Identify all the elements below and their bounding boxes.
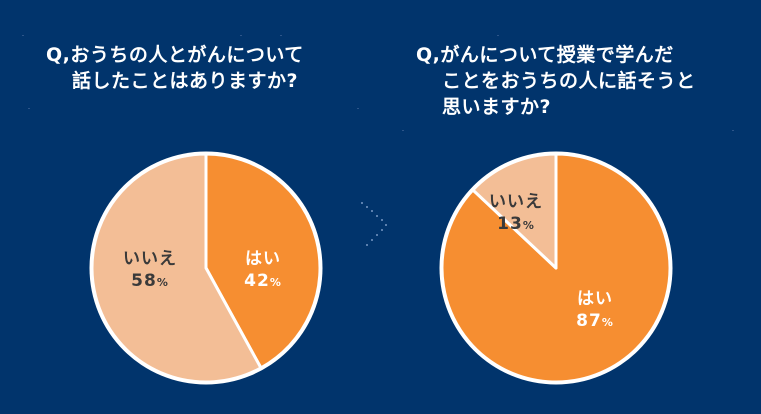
pie-2-label-no: いいえ 13% (478, 191, 554, 237)
pie-chart-1 (89, 151, 323, 385)
question-1-line-1: Q,おうちの人とがんについて (46, 44, 304, 66)
label-name: いいえ (123, 249, 177, 269)
question-1-line-2: 話したことはありますか? (72, 70, 299, 92)
label-name: はい (245, 249, 281, 269)
question-2-line-3: 思いますか? (442, 96, 552, 118)
question-1-title: Q,おうちの人とがんについて 話したことはありますか? (46, 42, 304, 94)
question-2-line-2: ことをおうちの人に話そうと (442, 70, 696, 92)
label-percent: 42% (244, 271, 282, 291)
pie-chart-2 (439, 151, 673, 385)
question-2-title: Q,がんについて授業で学んだ ことをおうちの人に話そうと 思いますか? (416, 42, 696, 120)
pie-slice-no (90, 152, 263, 384)
pie-1-label-no: いいえ 58% (110, 248, 190, 294)
label-name: はい (577, 289, 613, 309)
label-name: いいえ (489, 192, 543, 212)
label-percent: 58% (131, 271, 169, 291)
label-percent: 87% (576, 311, 614, 331)
decorative-dots (22, 35, 734, 131)
pie-slice-no (471, 152, 558, 270)
chevron-right-icon (361, 202, 387, 246)
question-2-line-1: Q,がんについて授業で学んだ (416, 44, 674, 66)
label-percent: 13% (497, 214, 535, 234)
pie-slice-yes (204, 152, 322, 370)
pie-1-label-yes: はい 42% (228, 248, 298, 294)
pie-2-label-yes: はい 87% (560, 288, 630, 334)
